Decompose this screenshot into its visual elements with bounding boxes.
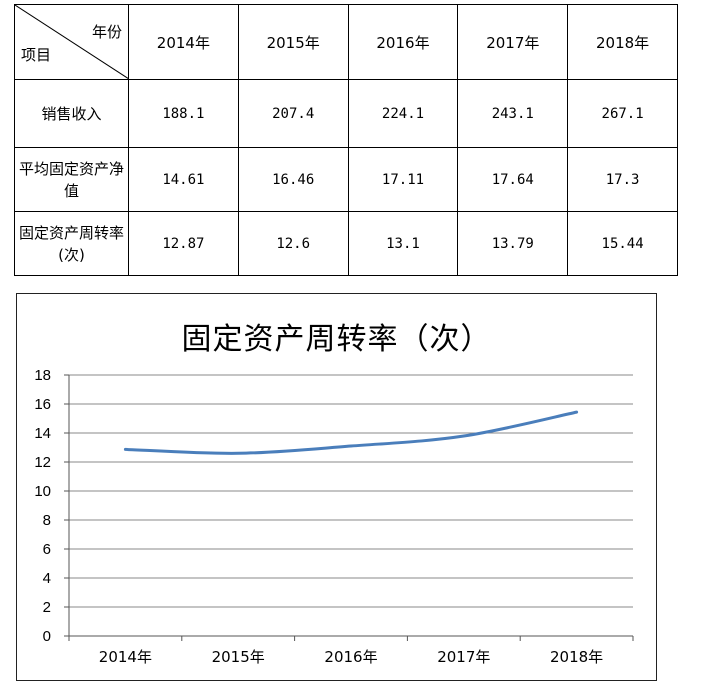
- chart-plot: 0 2 4 6 8 10 12 14 16 18 2014年 2015年 2016年 2017年 2018年: [34, 367, 634, 666]
- data-table: 年份 项目 2014年 2015年 2016年 2017年 2018年 销售收入…: [14, 4, 678, 276]
- table-cell: 13.1: [347, 211, 459, 276]
- table-cell: 17.3: [567, 147, 678, 212]
- table-cell: 224.1: [347, 79, 459, 148]
- x-tick-label: 2016年: [324, 648, 377, 666]
- row-label: 固定资产周转率(次): [14, 211, 129, 276]
- y-tick-label: 0: [43, 628, 51, 645]
- table-row: 销售收入 188.1 207.4 224.1 243.1 267.1: [14, 79, 678, 148]
- table-cell: 16.46: [237, 147, 349, 212]
- table-cell: 14.61: [128, 147, 239, 212]
- table-cell: 12.6: [237, 211, 349, 276]
- table-row: 固定资产周转率(次) 12.87 12.6 13.1 13.79 15.44: [14, 211, 678, 276]
- table-cell: 207.4: [237, 79, 349, 148]
- year-header: 2018年: [567, 4, 678, 80]
- header-corner-cell: 年份 项目: [14, 4, 129, 80]
- table-cell: 13.79: [457, 211, 569, 276]
- table-cell: 15.44: [567, 211, 678, 276]
- y-tick-label: 8: [43, 512, 51, 529]
- header-item-label: 项目: [21, 46, 52, 64]
- table-cell: 17.11: [347, 147, 459, 212]
- table-cell: 12.87: [128, 211, 239, 276]
- table-cell: 188.1: [128, 79, 239, 148]
- x-tick-label: 2018年: [550, 648, 603, 666]
- line-chart: 固定资产周转率（次） 0 2 4 6 8 10 12 14 16 18 2014年 2015年 2016…: [16, 293, 657, 681]
- x-tick-label: 2017年: [437, 648, 490, 666]
- x-tick-label: 2015年: [212, 648, 265, 666]
- y-tick-label: 2: [43, 599, 51, 616]
- y-tick-label: 18: [34, 367, 51, 384]
- y-tick-label: 14: [34, 425, 51, 442]
- x-tick-label: 2014年: [99, 648, 152, 666]
- y-tick-label: 12: [34, 454, 51, 471]
- chart-title: 固定资产周转率（次）: [181, 322, 492, 357]
- table-cell: 17.64: [457, 147, 569, 212]
- year-header: 2017年: [457, 4, 569, 80]
- y-tick-label: 4: [43, 570, 51, 587]
- year-header: 2015年: [237, 4, 349, 80]
- row-label: 平均固定资产净值: [14, 147, 129, 212]
- table-row: 平均固定资产净值 14.61 16.46 17.11 17.64 17.3: [14, 147, 678, 212]
- y-tick-label: 16: [34, 396, 51, 413]
- y-tick-label: 6: [43, 541, 51, 558]
- row-label: 销售收入: [14, 79, 129, 148]
- corner-diagonal: [15, 5, 129, 79]
- table-cell: 243.1: [457, 79, 569, 148]
- year-header: 2014年: [128, 4, 239, 80]
- year-header: 2016年: [347, 4, 459, 80]
- table-cell: 267.1: [567, 79, 678, 148]
- y-tick-label: 10: [34, 483, 51, 500]
- table-header-row: 年份 项目 2014年 2015年 2016年 2017年 2018年: [14, 4, 678, 80]
- header-year-label: 年份: [91, 23, 122, 41]
